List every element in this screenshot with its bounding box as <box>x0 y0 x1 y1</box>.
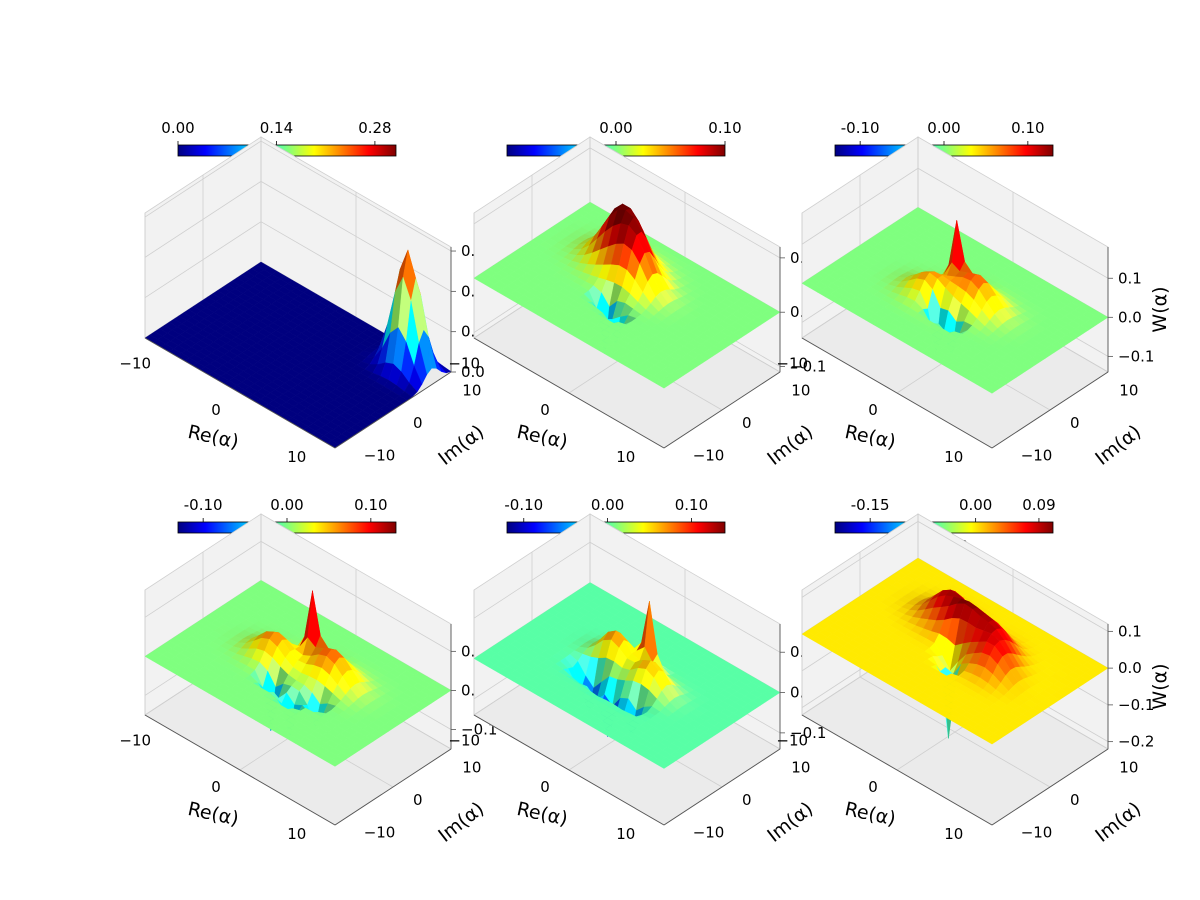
y-tick-label: −10 <box>1021 823 1053 841</box>
colorbar-tick-label: 0.00 <box>591 496 624 514</box>
subplot-t2: 0.000.10t = 2−10010Re(α)−10010Im(α)−0.10… <box>448 119 843 470</box>
x-tick-label: −10 <box>119 731 151 749</box>
x-tick-label: 0 <box>211 401 221 419</box>
colorbar-tick-label: 0.10 <box>708 119 741 137</box>
grid-line <box>144 221 452 333</box>
z-tick-label: 0.0 <box>1118 659 1142 677</box>
x-tick-label: 10 <box>944 825 963 843</box>
y-tick-label: 10 <box>1119 759 1138 777</box>
x-tick-label: 10 <box>944 448 963 466</box>
y-tick-label: 10 <box>791 759 810 777</box>
x-tick-label: −10 <box>448 731 480 749</box>
z-axis-label: W(α) <box>1149 286 1171 332</box>
colorbar-tick-label: 0.00 <box>270 496 303 514</box>
y-tick-label: 0 <box>742 791 752 809</box>
colorbar-tick-label: 0.14 <box>260 119 293 137</box>
z-tick-label: −0.1 <box>1118 347 1154 365</box>
y-tick-label: 10 <box>1119 382 1138 400</box>
colorbar-tick-label: 0.10 <box>1011 119 1044 137</box>
surface <box>144 249 452 449</box>
grid-line <box>144 140 452 252</box>
colorbar-tick-label: 0.00 <box>959 496 992 514</box>
y-tick-label: −10 <box>1021 446 1053 464</box>
x-tick-label: 0 <box>868 778 878 796</box>
x-tick-label: −10 <box>776 354 808 372</box>
x-tick-label: 10 <box>287 825 306 843</box>
y-axis-line <box>334 371 452 449</box>
z-axis-label: W(α) <box>1149 663 1171 709</box>
y-tick-label: 0 <box>742 414 752 432</box>
y-tick-label: 0 <box>1070 791 1080 809</box>
colorbar-tick-label: 0.10 <box>675 496 708 514</box>
x-tick-label: −10 <box>448 354 480 372</box>
surface <box>473 201 781 389</box>
grid-line <box>144 180 452 292</box>
colorbar-tick-label: 0.00 <box>161 119 194 137</box>
x-tick-label: 0 <box>868 401 878 419</box>
y-tick-label: −10 <box>693 446 725 464</box>
colorbar-tick-label: -0.10 <box>504 496 543 514</box>
z-tick-label: 0.0 <box>461 363 485 381</box>
colorbar-tick-label: -0.15 <box>851 496 890 514</box>
colorbar-tick-label: 0.28 <box>358 119 391 137</box>
y-tick-label: −10 <box>364 823 396 841</box>
grid-line <box>473 147 781 259</box>
x-tick-label: 0 <box>540 778 550 796</box>
x-tick-label: 10 <box>616 448 635 466</box>
x-axis-line <box>144 337 336 449</box>
x-tick-label: −10 <box>776 731 808 749</box>
y-tick-label: −10 <box>693 823 725 841</box>
y-tick-label: 0 <box>1070 414 1080 432</box>
colorbar-tick-label: 0.00 <box>927 119 960 137</box>
y-tick-label: 10 <box>791 382 810 400</box>
y-tick-label: 0 <box>413 414 423 432</box>
x-tick-label: −10 <box>119 354 151 372</box>
y-tick-label: 10 <box>462 759 481 777</box>
z-tick-label: 0.1 <box>1118 269 1142 287</box>
z-tick-label: 0.0 <box>1118 308 1142 326</box>
x-tick-label: 0 <box>211 778 221 796</box>
colorbar-tick-label: -0.10 <box>841 119 880 137</box>
x-tick-label: 10 <box>287 448 306 466</box>
y-tick-label: 10 <box>462 382 481 400</box>
colorbar-tick-label: 0.09 <box>1022 496 1055 514</box>
z-tick-label: 0.1 <box>1118 622 1142 640</box>
colorbar-tick-label: 0.00 <box>599 119 632 137</box>
colorbar-tick-label: 0.10 <box>354 496 387 514</box>
colorbar-tick-label: -0.10 <box>184 496 223 514</box>
y-tick-label: −10 <box>364 446 396 464</box>
z-tick-label: −0.2 <box>1118 733 1154 751</box>
y-tick-label: 0 <box>413 791 423 809</box>
x-tick-label: 0 <box>540 401 550 419</box>
x-tick-label: 10 <box>616 825 635 843</box>
